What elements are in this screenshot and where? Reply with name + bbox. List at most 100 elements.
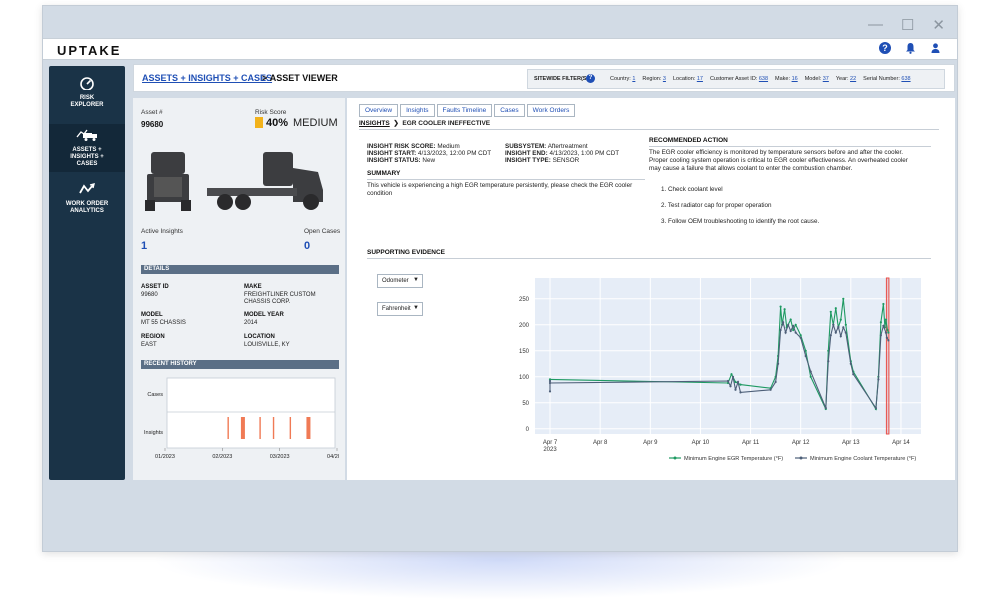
sitewide-filter-bar[interactable]: SITEWIDE FILTER(S) ? Country: 1 Region: … <box>527 69 945 89</box>
history-row-label: Cases <box>147 392 163 398</box>
chart-point <box>734 388 737 391</box>
history-row-label: Insights <box>144 430 163 436</box>
make-value-line2: CHASSIS CORP. <box>244 299 291 305</box>
active-insights-count[interactable]: 1 <box>141 240 148 252</box>
risk-level: MEDIUM <box>293 117 338 129</box>
breadcrumb-link[interactable]: ASSETS + INSIGHTS + CASES <box>142 73 273 83</box>
chart-point <box>839 318 842 321</box>
insight-name: EGR COOLER INEFFECTIVE <box>402 120 491 127</box>
chart-point <box>799 336 802 339</box>
bell-icon[interactable] <box>905 42 916 54</box>
chart-point <box>548 381 552 385</box>
help-icon[interactable]: ? <box>879 42 891 54</box>
chart-point <box>739 383 742 386</box>
insight-breadcrumb: INSIGHTS ❯ EGR COOLER INEFFECTIVE <box>359 119 490 127</box>
filter-year[interactable]: Year: 22 <box>835 76 857 82</box>
close-icon[interactable]: ✕ <box>932 17 945 34</box>
open-cases-count[interactable]: 0 <box>304 240 311 252</box>
insight-start: INSIGHT START: 4/13/2023, 12:00 PM CDT <box>367 150 492 157</box>
chart-insight-highlight <box>885 277 890 435</box>
minimize-icon[interactable]: — <box>867 16 883 33</box>
recommended-step-1: 1. Check coolant level <box>661 186 723 193</box>
chart-point <box>887 331 890 334</box>
maximize-icon[interactable]: ☐ <box>900 17 915 34</box>
chart-point <box>844 331 847 334</box>
divider <box>367 258 931 259</box>
filter-help-icon[interactable]: ? <box>586 74 595 83</box>
legend-marker <box>673 456 677 460</box>
chart-point <box>792 328 795 332</box>
tab-work-orders[interactable]: Work Orders <box>526 104 576 117</box>
chart-point <box>731 375 735 378</box>
chart-x-tick-label: Apr 12 <box>792 440 810 446</box>
user-icon[interactable] <box>930 42 941 54</box>
sidebar-item-work-order-analytics[interactable]: WORK ORDER ANALYTICS <box>49 182 125 215</box>
recommended-line-1: The EGR cooler efficiency is monitored b… <box>649 149 903 156</box>
make-label: MAKE <box>244 284 262 290</box>
unit-select[interactable]: Fahrenheit ▼ <box>377 302 423 316</box>
uptake-logo[interactable]: UPTAKE <box>57 43 122 58</box>
chevron-down-icon: ▼ <box>413 305 419 311</box>
filter-customer-asset-id[interactable]: Customer Asset ID: 638 <box>709 76 769 82</box>
chart-point <box>887 339 890 342</box>
truck-side-image <box>207 152 323 210</box>
filter-location[interactable]: Location: 17 <box>672 76 703 82</box>
tab-insights[interactable]: Insights <box>400 104 435 117</box>
sidebar: RISK EXPLORER ASSETS + INSIGHTS + CASES … <box>49 66 125 480</box>
gauge-icon <box>49 76 125 93</box>
region-label: REGION <box>141 334 165 340</box>
history-x-tick-label: 01/2023 <box>155 454 175 460</box>
breadcrumb-current: > ASSET VIEWER <box>262 73 338 83</box>
chart-x-tick-label: Apr 10 <box>692 440 710 446</box>
chart-point <box>829 310 832 313</box>
insight-subsystem: SUBSYSTEM: Aftertreatment <box>505 143 588 150</box>
recent-history-timeline[interactable]: Cases Insights 01/2023 02/2023 03/2023 04/202… <box>141 370 339 470</box>
chart-x-tick-label: Apr 8 <box>593 440 608 446</box>
sidebar-item-assets-insights-cases[interactable]: ASSETS + INSIGHTS + CASES <box>49 124 125 172</box>
chart-point <box>739 391 742 394</box>
filter-serial-number[interactable]: Serial Number: 638 <box>863 76 911 82</box>
legend-marker <box>799 456 803 460</box>
chart-point <box>877 378 880 381</box>
chart-plot-area <box>535 278 921 434</box>
location-label: LOCATION <box>244 334 275 340</box>
asset-number: 99680 <box>141 120 164 129</box>
chart-point <box>794 331 797 334</box>
filter-model[interactable]: Model: 37 <box>804 76 829 82</box>
chart-point <box>839 335 842 338</box>
chart-point <box>882 302 885 306</box>
filter-region[interactable]: Region: 3 <box>642 76 666 82</box>
chart-point <box>726 379 730 383</box>
tab-overview[interactable]: Overview <box>359 104 399 117</box>
chart-point <box>874 406 877 410</box>
chart-point <box>548 378 552 381</box>
chart-x-tick-label: Apr 9 <box>643 440 658 446</box>
location-value: LOUISVILLE, KY <box>244 342 290 348</box>
odometer-select[interactable]: Odometer ▼ <box>377 274 423 288</box>
chart-x-tick-label: Apr 11 <box>742 440 760 446</box>
tab-faults-timeline[interactable]: Faults Timeline <box>436 104 493 117</box>
tab-cases[interactable]: Cases <box>494 104 525 117</box>
chart-point <box>792 324 795 327</box>
region-value: EAST <box>141 342 157 348</box>
chart-point <box>783 308 786 311</box>
filter-country[interactable]: Country: 1 <box>610 76 636 82</box>
chart-point <box>782 321 785 324</box>
recommended-step-3: 3. Follow OEM troubleshooting to identif… <box>661 218 820 225</box>
chart-point <box>729 385 732 388</box>
sidebar-item-risk-explorer[interactable]: RISK EXPLORER <box>49 76 125 109</box>
chart-point <box>852 373 855 376</box>
chart-point <box>548 390 552 393</box>
chart-point <box>730 373 733 376</box>
divider <box>649 146 931 147</box>
sidebar-label: ASSETS + <box>72 147 102 153</box>
chart-point <box>837 325 840 328</box>
recent-history-header: RECENT HISTORY <box>141 360 339 369</box>
filter-make[interactable]: Make: 16 <box>775 76 798 82</box>
insights-link[interactable]: INSIGHTS <box>359 120 390 127</box>
chart-point <box>824 406 827 410</box>
chart-x-tick-label: Apr 13 <box>842 440 860 446</box>
chart-point <box>734 380 737 384</box>
chart-point <box>736 380 740 384</box>
